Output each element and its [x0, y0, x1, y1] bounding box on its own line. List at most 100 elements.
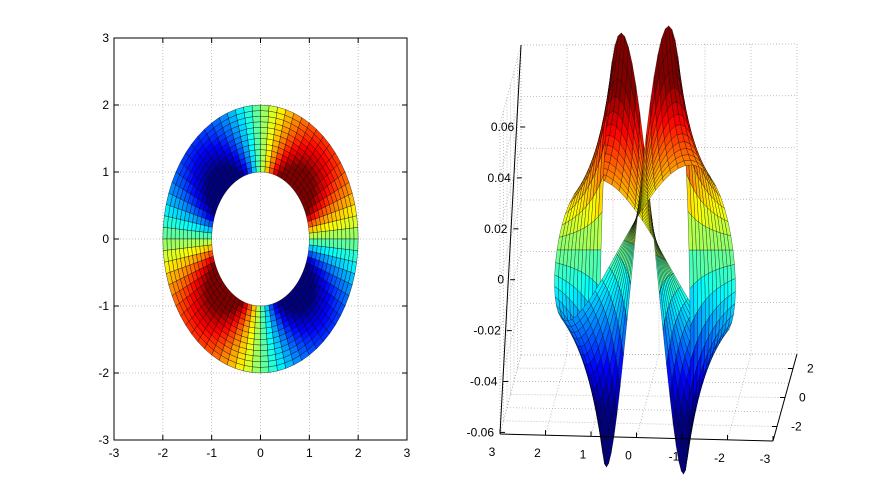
surface-patch — [182, 238, 188, 249]
surface-patch — [174, 228, 180, 240]
surface-patch — [345, 238, 351, 250]
annulus-surface — [162, 104, 359, 374]
surface-patch — [255, 311, 261, 318]
surface-patch — [723, 281, 729, 301]
surface-patch — [333, 238, 339, 249]
z-tick-label: 0 — [497, 273, 504, 287]
surface-patch — [174, 238, 180, 250]
grid-line — [503, 420, 778, 427]
y-tick-label: 1 — [102, 165, 109, 179]
grid-line — [636, 354, 660, 438]
surface-patch — [162, 238, 168, 251]
surface-patch — [182, 229, 188, 240]
y-tick-label: 3 — [102, 31, 109, 45]
surface-patch — [195, 231, 200, 240]
surface-patch — [325, 238, 330, 248]
surface-patch — [333, 229, 339, 240]
surface-patch — [720, 283, 725, 304]
surface-patch — [260, 115, 269, 123]
surface-patch — [260, 166, 266, 173]
surface-patch — [260, 138, 268, 145]
surface-patch — [199, 231, 204, 240]
surface-patch — [254, 327, 261, 335]
surface-patch — [349, 227, 355, 240]
y-tick-label: -1 — [98, 299, 109, 313]
surface-patch — [693, 280, 698, 319]
surface-patch — [203, 238, 208, 247]
surface-patch — [207, 238, 213, 246]
surface-patch — [260, 361, 269, 368]
surface-patch — [260, 104, 270, 112]
surface-patch — [321, 231, 326, 240]
surface-patch — [260, 160, 266, 167]
surface-patch — [254, 143, 261, 151]
surface-patch — [268, 105, 278, 113]
x-tick-label: -3 — [760, 452, 771, 466]
surface-patch — [207, 244, 213, 252]
surface-patch — [700, 275, 706, 306]
surface-patch — [260, 350, 269, 357]
surface-patch — [260, 311, 266, 318]
surface-patch — [349, 238, 355, 251]
y-tick-label: 2 — [102, 98, 109, 112]
surface-patch — [251, 104, 261, 112]
surface-patch — [345, 228, 351, 240]
surface-patch — [250, 310, 257, 318]
surface-patch — [317, 238, 322, 247]
x-tick-label: 3 — [489, 445, 496, 459]
surface-3d — [554, 25, 736, 475]
surface-patch — [264, 310, 271, 318]
surface-patch — [254, 155, 261, 162]
surface-patch — [353, 238, 359, 251]
z-tick-label: 0.02 — [484, 222, 508, 236]
grid-line — [513, 380, 790, 384]
z-tick-label: -0.04 — [470, 375, 498, 389]
y-tick-label: 2 — [807, 362, 814, 376]
surface-patch — [250, 160, 257, 168]
surface-patch — [178, 238, 184, 249]
z-axis-line — [499, 44, 522, 435]
y-tick-label: 0 — [102, 232, 109, 246]
surface-patch — [253, 344, 261, 351]
surface-patch — [308, 244, 314, 252]
x-tick-label: -2 — [714, 451, 725, 465]
surface-patch — [252, 121, 261, 128]
surface-patch — [697, 277, 702, 312]
surface-patch — [187, 230, 192, 240]
z-tick-label: -0.02 — [473, 324, 501, 338]
surface-patch — [191, 238, 196, 248]
surface-patch — [251, 366, 261, 374]
left-axes: -3 -2 -1 0 1 2 3 -3 -2 -1 0 1 2 3 — [98, 31, 410, 460]
surface-patch — [341, 238, 347, 250]
surface-patch — [308, 226, 314, 234]
x-tick-label: -2 — [157, 446, 168, 460]
surface-patch — [260, 333, 268, 340]
surface-patch — [243, 365, 253, 373]
surface-patch — [252, 350, 261, 357]
surface-patch — [253, 338, 261, 346]
surface-patch — [252, 361, 261, 368]
surface-patch — [337, 238, 343, 249]
surface-patch — [170, 228, 176, 240]
surface-patch — [252, 110, 261, 117]
surface-patch — [260, 338, 268, 346]
y-tick-label: -2 — [98, 366, 109, 380]
z-tick-label: -0.06 — [467, 425, 495, 439]
surface-patch — [353, 227, 359, 240]
surface-patch — [254, 322, 261, 329]
surface-patch — [260, 121, 269, 128]
surface-patch — [268, 365, 278, 373]
x-tick-label: 1 — [306, 446, 313, 460]
grid-line — [510, 394, 786, 398]
z-tick-label: 0.06 — [491, 120, 515, 134]
surface-patch — [260, 316, 267, 323]
y-tick-label: -3 — [98, 433, 109, 447]
grid-line — [520, 353, 798, 356]
surface-patch — [260, 155, 267, 162]
surface-patch — [337, 229, 343, 240]
x-tick-label: 1 — [580, 447, 587, 461]
surface-patch — [207, 226, 213, 234]
surface-patch — [254, 149, 261, 156]
surface-patch — [317, 231, 322, 240]
